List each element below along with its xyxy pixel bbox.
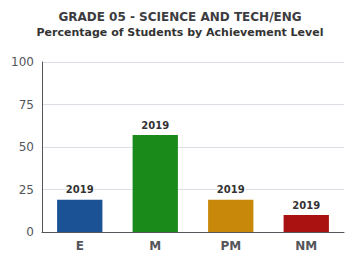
svg-text:0: 0 (26, 225, 34, 239)
svg-text:Percentage of Students by Achi: Percentage of Students by Achievement Le… (37, 26, 324, 39)
svg-text:NM: NM (295, 239, 317, 253)
svg-text:2019: 2019 (292, 200, 320, 211)
svg-text:2019: 2019 (141, 120, 169, 131)
svg-text:M: M (149, 239, 161, 253)
svg-text:50: 50 (19, 140, 34, 154)
svg-text:PM: PM (220, 239, 241, 253)
svg-text:2019: 2019 (66, 184, 94, 195)
svg-text:75: 75 (19, 98, 34, 112)
svg-text:100: 100 (11, 55, 34, 69)
svg-text:E: E (76, 239, 84, 253)
svg-text:GRADE 05 - SCIENCE AND TECH/EN: GRADE 05 - SCIENCE AND TECH/ENG (58, 10, 301, 24)
svg-text:2019: 2019 (217, 184, 245, 195)
svg-text:25: 25 (19, 183, 34, 197)
